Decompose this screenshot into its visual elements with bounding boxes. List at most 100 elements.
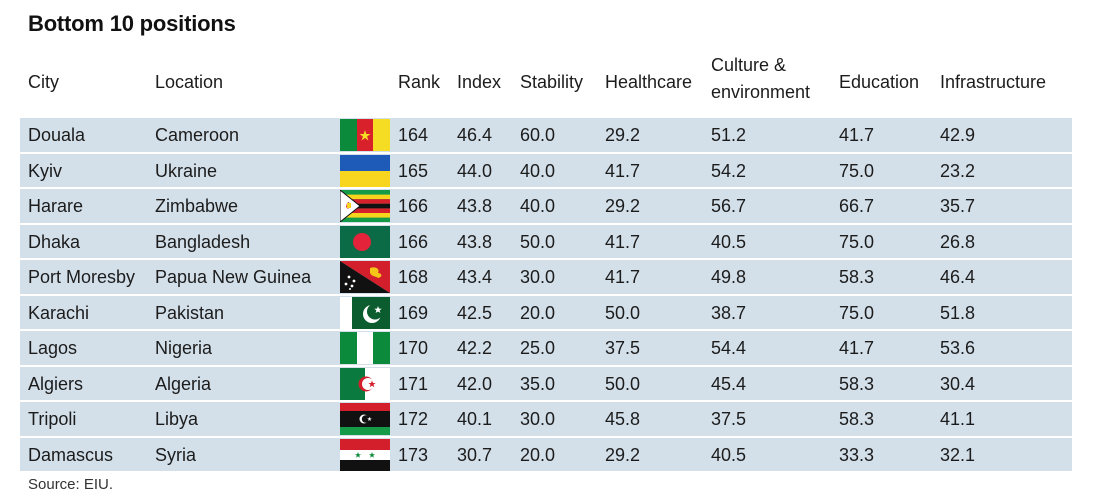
table-row: Dhaka Bangladesh 166 43.8 50.0 41.7 40.5 75.0 26… — [20, 224, 1072, 258]
rank-cell: 170 — [398, 338, 429, 358]
nigeria-flag-icon — [340, 332, 390, 364]
table-row: Algiers Algeria 171 42.0 35.0 50.0 45.4 58.3 30.… — [20, 366, 1072, 400]
location-cell: Libya — [155, 409, 199, 429]
location-cell: Papua New Guinea — [155, 267, 312, 287]
infrastructure-cell: 35.7 — [940, 196, 976, 216]
education-cell: 75.0 — [839, 160, 875, 181]
rank-cell: 164 — [398, 125, 429, 145]
city-cell: Algiers — [28, 373, 84, 394]
stability-cell: 40.0 — [520, 196, 556, 216]
city-cell: Dhaka — [28, 231, 81, 252]
infrastructure-cell: 51.8 — [940, 302, 976, 323]
rank-cell: 169 — [398, 302, 429, 323]
culture-environment-cell: 40.5 — [711, 444, 747, 465]
infrastructure-cell: 46.4 — [940, 267, 976, 287]
education-cell: 58.3 — [839, 267, 875, 287]
header-culture-line1: Culture & — [711, 55, 787, 75]
table-row: Karachi Pakistan 169 42.5 20.0 50.0 38.7 75.0 51… — [20, 295, 1072, 329]
table-row: Port Moresby Papua New Guinea 168 43.4 30.0 4… — [20, 260, 1072, 294]
healthcare-cell: 41.7 — [605, 231, 641, 252]
index-cell: 46.4 — [457, 125, 493, 145]
rank-cell: 173 — [398, 444, 429, 465]
healthcare-cell: 45.8 — [605, 409, 641, 429]
pakistan-flag-icon — [340, 296, 390, 329]
zimbabwe-flag-icon — [340, 190, 390, 222]
education-cell: 41.7 — [839, 338, 875, 358]
index-cell: 42.2 — [457, 338, 493, 358]
header-city: City — [28, 72, 59, 92]
table-title: Bottom 10 positions — [28, 11, 236, 36]
healthcare-cell: 50.0 — [605, 302, 641, 323]
index-cell: 43.4 — [457, 267, 493, 287]
rank-cell: 165 — [398, 160, 429, 181]
culture-environment-cell: 54.4 — [711, 338, 747, 358]
stability-cell: 30.0 — [520, 409, 556, 429]
infrastructure-cell: 42.9 — [940, 125, 976, 145]
location-cell: Pakistan — [155, 302, 225, 323]
location-cell: Algeria — [155, 373, 212, 394]
education-cell: 75.0 — [839, 231, 875, 252]
table-body: Douala Cameroon 164 46.4 60.0 29.2 51.2 41.7 42.… — [20, 118, 1072, 473]
education-cell: 41.7 — [839, 125, 875, 145]
city-cell: Port Moresby — [28, 267, 136, 287]
healthcare-cell: 50.0 — [605, 373, 641, 394]
infrastructure-cell: 53.6 — [940, 338, 976, 358]
stability-cell: 20.0 — [520, 302, 556, 323]
table-row: Lagos Nigeria 170 42.2 25.0 37.5 54.4 41.7 53.6 — [20, 331, 1072, 365]
healthcare-cell: 29.2 — [605, 125, 641, 145]
education-cell: 66.7 — [839, 196, 875, 216]
infrastructure-cell: 30.4 — [940, 373, 976, 394]
city-cell: Tripoli — [28, 409, 77, 429]
rank-cell: 171 — [398, 373, 429, 394]
stability-cell: 40.0 — [520, 160, 556, 181]
city-cell: Kyiv — [28, 160, 63, 181]
culture-environment-cell: 56.7 — [711, 196, 747, 216]
culture-environment-cell: 38.7 — [711, 302, 747, 323]
header-stability: Stability — [520, 72, 584, 92]
location-cell: Bangladesh — [155, 231, 251, 252]
healthcare-cell: 41.7 — [605, 160, 641, 181]
header-healthcare: Healthcare — [605, 72, 693, 92]
education-cell: 58.3 — [839, 409, 875, 429]
rank-cell: 172 — [398, 409, 429, 429]
city-cell: Douala — [28, 125, 86, 145]
header-culture-environment: Culture & environment — [711, 52, 810, 106]
infrastructure-cell: 26.8 — [940, 231, 976, 252]
rank-cell: 166 — [398, 196, 429, 216]
cameroon-flag-icon — [340, 119, 390, 151]
stability-cell: 25.0 — [520, 338, 556, 358]
rank-cell: 166 — [398, 231, 429, 252]
header-culture-line2: environment — [711, 82, 811, 102]
culture-environment-cell: 49.8 — [711, 267, 747, 287]
syria-flag-icon — [340, 438, 390, 471]
stability-cell: 35.0 — [520, 373, 556, 394]
location-cell: Ukraine — [155, 160, 218, 181]
location-cell: Cameroon — [155, 125, 240, 145]
healthcare-cell: 41.7 — [605, 267, 641, 287]
header-location: Location — [155, 72, 224, 92]
table-row: Douala Cameroon 164 46.4 60.0 29.2 51.2 41.7 42.… — [20, 118, 1072, 152]
culture-environment-cell: 40.5 — [711, 231, 747, 252]
source-note: Source: EIU. — [28, 476, 114, 493]
header-index: Index — [457, 72, 502, 92]
table-row: Harare Zimbabwe 166 43.8 40.0 29.2 56.7 66.7 35.… — [20, 189, 1072, 223]
education-cell: 33.3 — [839, 444, 875, 465]
index-cell: 44.0 — [457, 160, 493, 181]
header-rank: Rank — [398, 72, 441, 92]
education-cell: 75.0 — [839, 302, 875, 323]
city-cell: Harare — [28, 196, 84, 216]
culture-environment-cell: 45.4 — [711, 373, 747, 394]
location-cell: Syria — [155, 444, 197, 465]
table-row: Damascus Syria 173 30.7 20.0 29.2 40.5 33.3 32.1 — [20, 437, 1072, 471]
index-cell: 42.5 — [457, 302, 493, 323]
index-cell: 30.7 — [457, 444, 493, 465]
rank-cell: 168 — [398, 267, 429, 287]
healthcare-cell: 37.5 — [605, 338, 641, 358]
stability-cell: 60.0 — [520, 125, 556, 145]
algeria-flag-icon — [340, 367, 390, 400]
infrastructure-cell: 32.1 — [940, 444, 976, 465]
index-cell: 40.1 — [457, 409, 493, 429]
healthcare-cell: 29.2 — [605, 444, 641, 465]
libya-flag-icon — [340, 403, 390, 435]
papua-new-guinea-flag-icon — [340, 261, 390, 293]
